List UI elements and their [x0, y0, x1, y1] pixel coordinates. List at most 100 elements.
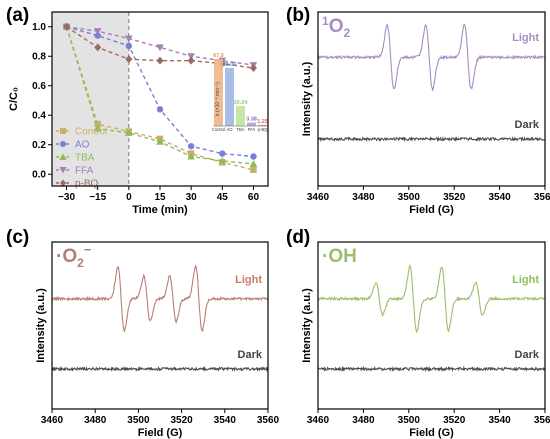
- panel-a: 67.0Control58.06AO20.04TBA3.38FFA1.25p-B…: [6, 5, 269, 216]
- inset-bar-label-AO: 58.06: [223, 62, 237, 68]
- y-tick-label: 0.4: [32, 111, 46, 122]
- data-point-AO-4: [187, 142, 195, 150]
- inset-bar-TBA: [236, 105, 245, 126]
- panel-b: Light Dark 1O2 3460 3480 3500 3520 3540 3560 Fiel…: [286, 5, 550, 216]
- species-superscript: −: [84, 242, 92, 257]
- data-point-p-BQ-4: [187, 56, 195, 65]
- x-tick-label: 45: [217, 192, 229, 203]
- x-tick-label: 15: [154, 192, 166, 203]
- data-point-TBA-4: [187, 152, 195, 160]
- inset-category-AO: AO: [226, 127, 233, 132]
- x-axis-title: Time (min): [132, 204, 188, 216]
- x-tick-label: 3540: [488, 415, 511, 426]
- legend-label-AO: AO: [75, 140, 90, 151]
- dark-spectrum-line: [317, 365, 546, 373]
- species-symbol: O: [62, 246, 77, 267]
- x-tick-label: 30: [186, 192, 198, 203]
- y-axis-title: Intensity (a.u.): [35, 288, 47, 363]
- species-symbol: O: [329, 16, 344, 37]
- legend-marker-Control: [60, 128, 66, 134]
- data-point-TBA-5: [218, 157, 227, 164]
- inset-bar-label-FFA: 3.38: [246, 117, 257, 123]
- x-tick-label: 3460: [307, 192, 330, 203]
- x-tick-label: −15: [89, 192, 106, 203]
- x-tick-label: −30: [58, 192, 75, 203]
- y-tick-label: 0.0: [32, 170, 46, 181]
- data-point-AO-1: [94, 32, 101, 39]
- data-point-p-BQ-0: [63, 22, 71, 31]
- legend-marker-p-BQ: [60, 179, 66, 187]
- x-tick-label: 3500: [398, 192, 421, 203]
- x-tick-label: 60: [248, 192, 260, 203]
- panel-c: Light Dark ·O2− 3460 3480 3500 3520 3540 3560 Fie…: [6, 227, 280, 439]
- light-spectrum-line: [51, 264, 269, 334]
- data-point-AO-6: [250, 153, 257, 160]
- data-point-Control-1: [94, 120, 101, 128]
- x-tick-label: 3540: [488, 192, 511, 203]
- y-tick-label: 0.8: [32, 52, 46, 63]
- x-tick-label: 3480: [352, 415, 375, 426]
- x-axis-title: Field (G): [138, 427, 183, 439]
- panel-label: (c): [6, 227, 29, 248]
- species-subscript: 2: [343, 26, 350, 40]
- legend-marker-FFA: [59, 167, 67, 174]
- light-label: Light: [512, 274, 539, 286]
- x-tick-label: 3500: [127, 415, 150, 426]
- x-tick-label: 3520: [443, 415, 466, 426]
- species-superscript: 1: [322, 14, 329, 28]
- dark-label: Dark: [238, 349, 263, 361]
- data-point-TBA-2: [125, 129, 133, 136]
- x-axis-title: Field (G): [409, 427, 454, 439]
- data-point-TBA-6: [249, 160, 258, 167]
- legend-label-Control: Control: [75, 127, 107, 138]
- dark-spectrum-line: [51, 365, 269, 373]
- panel-label: (b): [286, 5, 310, 26]
- x-tick-label: 3520: [170, 415, 193, 426]
- x-tick-label: 3560: [257, 415, 280, 426]
- species-label: 1O2: [322, 14, 350, 40]
- inset-category-Control: Control: [212, 127, 226, 132]
- light-label: Light: [512, 32, 539, 44]
- legend-label-TBA: TBA: [75, 153, 95, 164]
- inset-bar-label-p-BQ: 1.25: [257, 119, 268, 125]
- panel-d: Light Dark ·OH 3460 3480 3500 3520 3540 3560 Fiel…: [286, 227, 550, 439]
- x-tick-label: 3460: [41, 415, 64, 426]
- data-point-p-BQ-3: [156, 56, 164, 65]
- plot-frame: [317, 11, 546, 187]
- y-axis-title: C/C₀: [8, 87, 20, 111]
- legend-label-FFA: FFA: [75, 166, 94, 177]
- y-tick-label: 0.2: [32, 140, 46, 151]
- inset-category-FFA: FFA: [248, 127, 256, 132]
- legend-label-p-BQ: p-BQ: [75, 179, 99, 190]
- inset-category-p-BQ: p-BQ: [258, 127, 269, 132]
- inset-y-axis-title: k (×10⁻³ min⁻¹): [215, 82, 221, 116]
- x-tick-label: 0: [126, 192, 132, 203]
- x-tick-label: 3480: [84, 415, 107, 426]
- plot-frame: [51, 241, 269, 410]
- x-tick-label: 3560: [534, 192, 550, 203]
- species-subscript: 2: [77, 256, 84, 270]
- x-tick-label: 3560: [534, 415, 550, 426]
- data-point-FFA-3: [156, 44, 164, 52]
- y-tick-label: 0.6: [32, 81, 46, 92]
- inset-bar-label-Control: 67.0: [213, 53, 224, 59]
- data-point-FFA-2: [125, 35, 133, 43]
- y-axis-title: Intensity (a.u.): [301, 61, 313, 136]
- data-point-AO-5: [219, 150, 226, 157]
- y-tick-label: 1.0: [32, 22, 46, 33]
- legend-marker-TBA: [59, 153, 67, 160]
- dark-label: Dark: [515, 119, 540, 131]
- light-spectrum-line: [317, 264, 546, 334]
- species-label: ·O2−: [56, 242, 92, 270]
- light-spectrum-line: [317, 23, 546, 92]
- dark-spectrum-line: [317, 135, 546, 143]
- data-point-p-BQ-2: [125, 55, 133, 64]
- light-label: Light: [235, 274, 262, 286]
- data-point-p-BQ-1: [94, 43, 102, 52]
- data-point-FFA-4: [187, 53, 195, 61]
- data-point-AO-3: [156, 106, 164, 113]
- data-point-AO-2: [125, 42, 133, 50]
- inset-bar-label-TBA: 20.04: [234, 100, 249, 106]
- data-point-Control-6: [250, 166, 257, 173]
